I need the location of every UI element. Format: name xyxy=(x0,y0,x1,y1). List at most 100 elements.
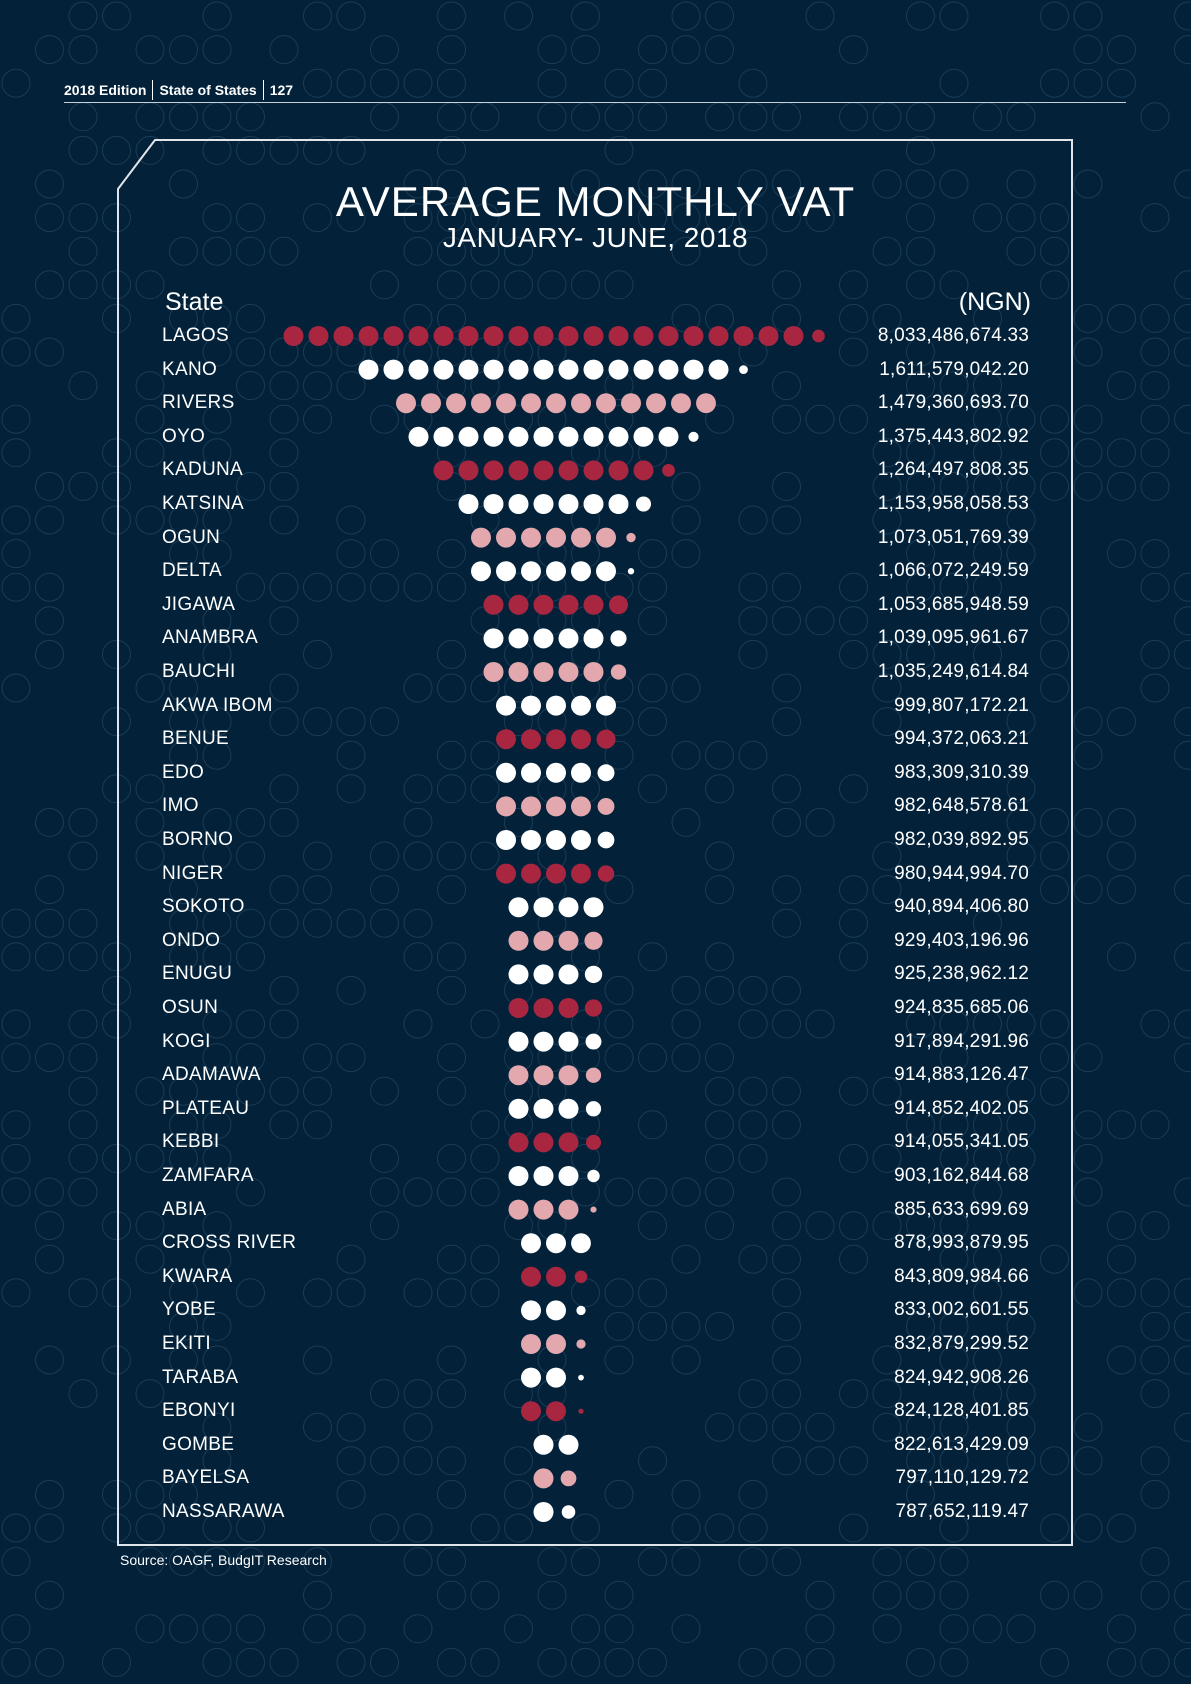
background-circle xyxy=(571,1513,600,1543)
vat-dot xyxy=(609,595,628,615)
vat-value-label: 1,053,685,948.59 xyxy=(877,593,1029,615)
background-circle xyxy=(1174,35,1191,65)
vat-dot xyxy=(508,594,529,615)
background-circle xyxy=(403,908,433,938)
background-circle xyxy=(872,169,902,199)
background-circle xyxy=(102,707,131,737)
background-circle xyxy=(403,572,433,602)
vat-dot xyxy=(483,426,504,447)
background-circle xyxy=(1140,1547,1170,1577)
background-circle xyxy=(738,1647,768,1677)
background-circle xyxy=(269,707,299,737)
background-circle xyxy=(68,942,98,972)
background-circle xyxy=(939,1547,969,1577)
vat-dot xyxy=(508,964,529,985)
background-circle xyxy=(202,1614,232,1644)
background-circle xyxy=(738,1412,768,1442)
background-circle xyxy=(939,1412,969,1442)
background-circle xyxy=(135,1513,165,1543)
background-circle xyxy=(169,908,198,938)
background-circle xyxy=(1174,572,1191,602)
background-circle xyxy=(805,1647,835,1677)
background-circle xyxy=(1107,371,1136,401)
background-circle xyxy=(671,1244,701,1274)
background-circle xyxy=(236,303,265,333)
vat-dot xyxy=(521,1266,541,1287)
background-circle xyxy=(839,774,868,804)
background-circle xyxy=(303,1580,332,1610)
vat-dot xyxy=(508,628,529,649)
vat-dot xyxy=(558,1199,579,1220)
background-circle xyxy=(738,606,768,636)
background-circle xyxy=(973,1278,1002,1308)
background-circle xyxy=(403,1177,433,1207)
background-circle xyxy=(236,1513,265,1543)
background-circle xyxy=(671,1177,701,1207)
background-circle xyxy=(102,303,131,333)
vat-dot xyxy=(546,1233,566,1254)
background-circle xyxy=(671,1043,701,1073)
background-circle xyxy=(269,1647,299,1677)
background-circle xyxy=(738,975,768,1005)
vat-dot xyxy=(608,326,629,346)
background-circle xyxy=(202,505,232,535)
vat-dot xyxy=(658,326,679,346)
background-circle xyxy=(939,1,969,31)
background-circle xyxy=(1174,1311,1191,1341)
vat-dot xyxy=(583,594,604,615)
background-circle xyxy=(1,303,31,333)
background-circle xyxy=(370,270,399,300)
background-circle xyxy=(638,539,667,569)
vat-dot xyxy=(383,326,404,346)
vat-dot xyxy=(358,326,379,346)
background-circle xyxy=(269,908,299,938)
background-circle xyxy=(1140,203,1170,233)
edition-label: 2018 Edition xyxy=(64,82,147,98)
vat-dot xyxy=(658,426,679,447)
background-circle xyxy=(370,1446,399,1476)
vat-dot xyxy=(571,863,591,884)
background-circle xyxy=(939,169,969,199)
background-circle xyxy=(303,404,332,434)
vat-dot xyxy=(596,393,616,414)
background-circle xyxy=(1107,841,1136,871)
background-circle xyxy=(738,639,768,669)
vat-dot xyxy=(508,1199,529,1220)
background-circle xyxy=(772,673,801,703)
vat-dot xyxy=(571,729,591,750)
unit-column-header: (NGN) xyxy=(958,288,1031,316)
background-circle xyxy=(1107,807,1136,837)
background-circle xyxy=(1140,471,1170,501)
background-circle xyxy=(1140,438,1170,468)
vat-dot xyxy=(483,359,504,380)
vat-value-label: 1,066,072,249.59 xyxy=(877,560,1029,582)
background-circle xyxy=(303,1043,332,1073)
background-circle xyxy=(236,1647,265,1677)
vat-value-label: 833,002,601.55 xyxy=(894,1299,1029,1321)
state-label: AKWA IBOM xyxy=(162,694,273,716)
background-circle xyxy=(638,1278,667,1308)
background-circle xyxy=(1107,1647,1136,1677)
vat-dot xyxy=(433,359,454,380)
vat-dot xyxy=(583,662,604,682)
background-circle xyxy=(872,505,902,535)
background-circle xyxy=(236,1614,265,1644)
background-circle xyxy=(1174,1412,1191,1442)
background-circle xyxy=(772,875,801,905)
background-circle xyxy=(939,471,969,501)
background-circle xyxy=(872,1076,902,1106)
background-circle xyxy=(169,236,198,266)
vat-dot xyxy=(571,1233,591,1254)
background-circle xyxy=(571,1110,600,1140)
background-circle xyxy=(939,1043,969,1073)
background-circle xyxy=(437,1379,466,1409)
background-circle xyxy=(571,1177,600,1207)
background-circle xyxy=(705,1412,734,1442)
vat-dot xyxy=(471,527,491,548)
background-circle xyxy=(470,1009,500,1039)
background-circle xyxy=(35,875,64,905)
background-circle xyxy=(1107,1110,1136,1140)
background-circle xyxy=(135,1614,165,1644)
background-circle xyxy=(1107,438,1136,468)
background-circle xyxy=(772,606,801,636)
